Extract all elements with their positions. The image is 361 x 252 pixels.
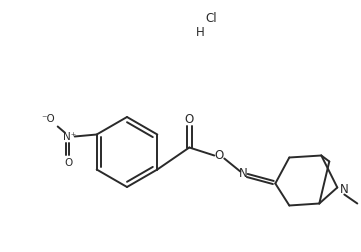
- Text: N⁺: N⁺: [63, 132, 76, 142]
- Text: O: O: [215, 149, 224, 162]
- Text: ⁻O: ⁻O: [41, 113, 55, 123]
- Text: N: N: [239, 167, 248, 180]
- Text: H: H: [196, 25, 204, 39]
- Text: Cl: Cl: [205, 12, 217, 24]
- Text: O: O: [65, 159, 73, 169]
- Text: N: N: [340, 183, 349, 196]
- Text: O: O: [185, 113, 194, 126]
